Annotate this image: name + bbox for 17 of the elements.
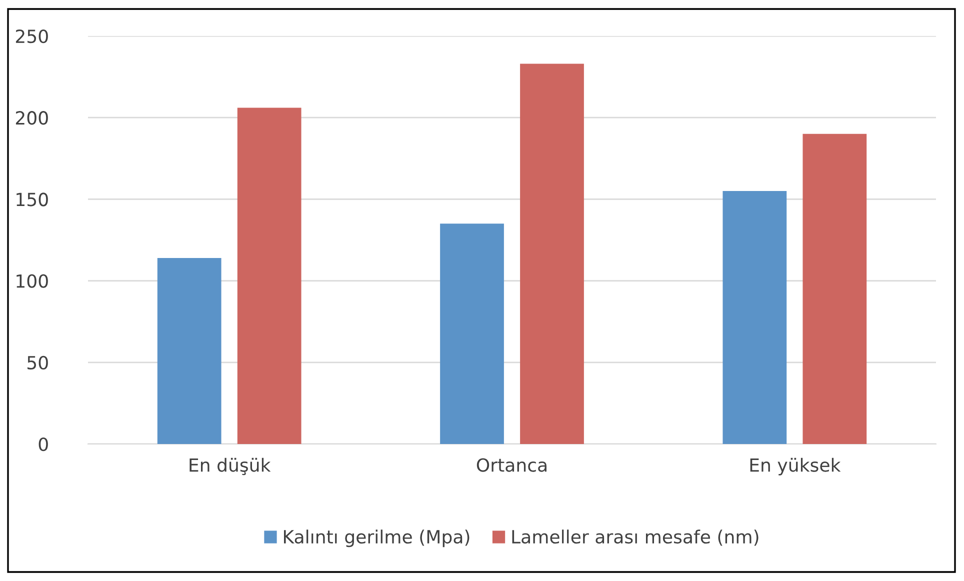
bar bbox=[722, 191, 787, 444]
legend-label: Lameller arası mesafe (nm) bbox=[512, 530, 758, 546]
y-tick-label: 150 bbox=[16, 192, 48, 206]
y-tick-label: 0 bbox=[38, 437, 48, 452]
y-tick-label: 250 bbox=[16, 29, 48, 44]
bar bbox=[440, 224, 504, 444]
x-tick-label: Ortanca bbox=[476, 458, 546, 472]
bar bbox=[157, 258, 222, 444]
bar bbox=[520, 64, 584, 444]
x-tick-label: En düşük bbox=[190, 458, 271, 476]
bar bbox=[802, 134, 867, 444]
y-tick-label: 100 bbox=[16, 274, 48, 288]
bar bbox=[237, 108, 302, 444]
legend-label: Kalıntı gerilme (Mpa) bbox=[284, 530, 470, 548]
x-tick-label: En yüksek bbox=[750, 458, 841, 476]
y-tick-label: 200 bbox=[16, 111, 48, 125]
y-tick-label: 50 bbox=[28, 356, 48, 370]
